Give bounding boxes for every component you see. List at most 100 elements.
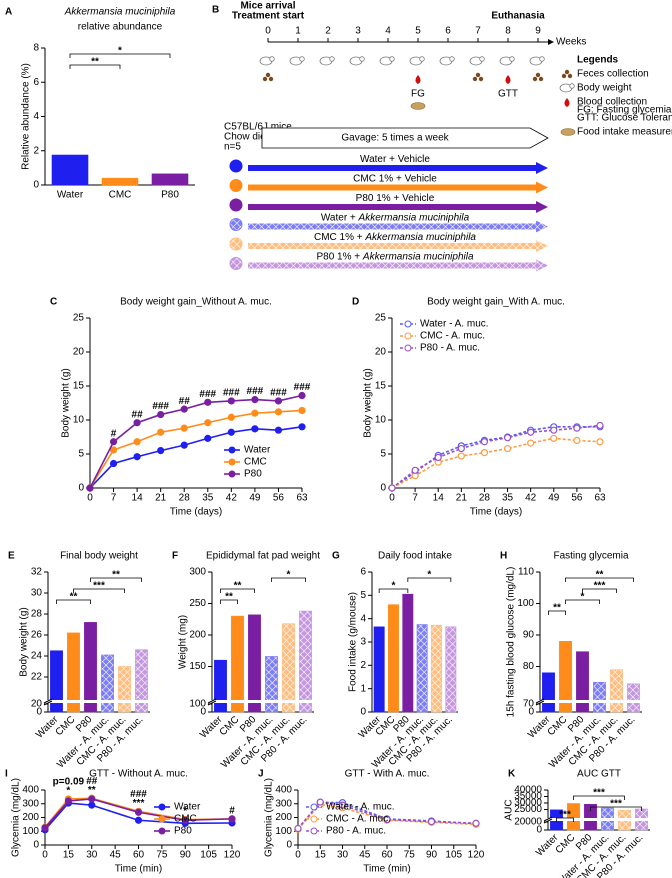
feces-icon <box>535 72 541 78</box>
point <box>109 459 118 468</box>
y-tick-label: 0 <box>286 840 292 851</box>
bar <box>51 154 89 186</box>
legend-item: Food intake measurement <box>577 127 672 138</box>
group-label-text: Water + Vehicle <box>360 154 430 165</box>
point <box>227 397 235 405</box>
feces-icon <box>532 76 538 82</box>
x-axis-label: Time (days) <box>470 507 522 518</box>
point <box>298 391 306 400</box>
bar <box>542 672 555 713</box>
y-tick-label: 0 <box>536 825 542 836</box>
group-icon <box>229 218 243 231</box>
y-tick-label: 20 <box>73 347 85 358</box>
x-tick-label: 35 <box>202 493 214 504</box>
mouse-head <box>539 56 545 62</box>
bar <box>627 683 640 713</box>
x-tick-label: 90 <box>180 850 192 861</box>
y-tick-label: 6 <box>360 567 366 578</box>
event-label: FG <box>411 89 425 100</box>
annotation: ### <box>223 388 240 399</box>
point <box>388 484 396 492</box>
legend-label: CMC <box>244 457 267 468</box>
mouse-head <box>449 56 455 62</box>
y-tick-label: 20 <box>375 347 387 358</box>
point <box>109 438 118 446</box>
group-label-italic: Akkermansia muciniphila <box>362 251 474 262</box>
point <box>204 398 212 406</box>
week-label: 8 <box>505 26 511 37</box>
y-tick-label: 250 <box>189 598 206 609</box>
point <box>596 421 604 430</box>
y-tick-label: 28 <box>31 609 43 620</box>
annotation: p=0.09 <box>53 777 85 788</box>
annotation: ### <box>247 386 264 397</box>
bar <box>559 640 572 713</box>
significance-bracket <box>90 577 142 582</box>
y-tick-label: 0 <box>528 707 534 718</box>
x-tick-label: 49 <box>249 493 261 504</box>
bar <box>416 624 428 713</box>
point <box>294 824 302 833</box>
point <box>550 426 558 434</box>
point <box>457 444 465 453</box>
y-tick-label: 5 <box>380 449 386 460</box>
point <box>228 815 236 823</box>
series-line <box>391 424 601 489</box>
series-line <box>391 437 601 489</box>
bar <box>373 626 385 713</box>
y-axis-label: Glycemia (mg/dL) <box>264 778 275 857</box>
legend-label: P80 <box>244 469 262 480</box>
point <box>133 419 141 427</box>
point <box>274 397 283 405</box>
bar <box>593 681 606 713</box>
point <box>88 801 96 809</box>
x-axis-label: Time (days) <box>170 507 222 518</box>
mice-info: Chow diet <box>224 132 269 143</box>
blood-icon <box>415 75 421 84</box>
bar <box>445 626 457 713</box>
point <box>527 439 535 447</box>
legend-label: P80 <box>174 826 192 837</box>
point <box>133 453 141 461</box>
bar <box>50 650 63 713</box>
chart-title: Epididymal fat pad weight <box>206 551 320 562</box>
axis-break <box>543 816 553 822</box>
significance-bracket <box>407 577 452 582</box>
point <box>274 426 283 434</box>
significance-bracket <box>220 599 238 604</box>
blood-icon <box>505 75 511 84</box>
legend-item: Body weight <box>577 83 632 94</box>
panel-letter: J <box>258 769 264 780</box>
group-label-text: P80 1% + <box>316 251 362 262</box>
x-tick-label: 42 <box>226 493 238 504</box>
y-tick-label: 0 <box>78 483 84 494</box>
y-tick-label: 0 <box>36 707 42 718</box>
chart-title: Body weight gain_Without A. muc. <box>120 297 272 308</box>
group-label: P80 1% + Vehicle <box>356 193 435 204</box>
group-label-italic: Akkermansia muciniphila <box>358 212 470 223</box>
point <box>457 452 465 460</box>
y-tick-label: 400 <box>275 785 292 796</box>
bar <box>248 614 261 713</box>
series-line <box>44 798 233 829</box>
chart-title: Fasting glycemia <box>553 551 628 562</box>
x-tick-label: CMC <box>109 190 132 201</box>
group-label-text: Water + <box>321 212 359 223</box>
point <box>157 447 165 455</box>
timeline-label: Treatment start <box>232 11 305 22</box>
feces-icon <box>561 73 567 79</box>
point <box>86 484 94 492</box>
axis-break-gap <box>206 700 314 703</box>
feces-icon <box>564 69 570 75</box>
week-label: 6 <box>445 26 451 37</box>
y-axis-label: Relative abundance (%) <box>21 63 32 170</box>
y-tick-label: 200 <box>275 812 292 823</box>
x-axis-label: Time (min) <box>363 864 410 875</box>
timeline-label: Mice arrival <box>240 1 295 12</box>
x-tick-label: 120 <box>224 850 241 861</box>
legend-marker <box>404 320 412 328</box>
y-tick-label: 26 <box>31 630 43 641</box>
series-line <box>89 394 303 489</box>
